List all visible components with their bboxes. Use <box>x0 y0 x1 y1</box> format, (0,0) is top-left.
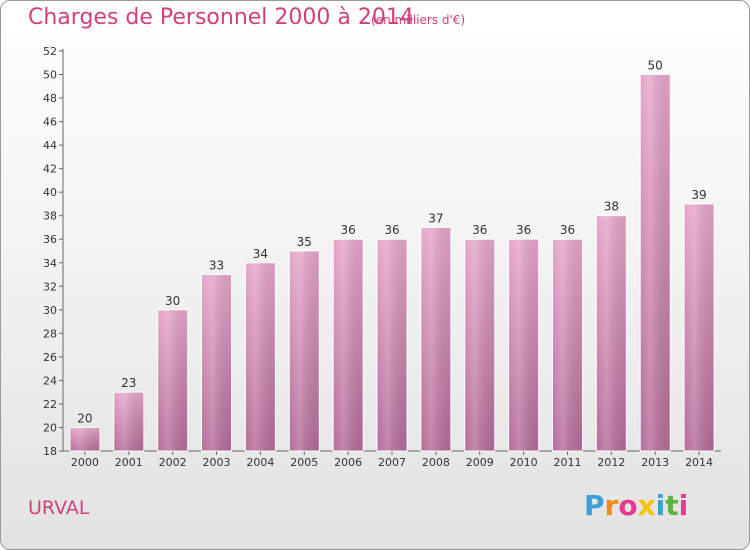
x-tick-label: 2004 <box>246 456 274 469</box>
bar-shine <box>245 262 276 451</box>
y-tick-label: 52 <box>43 45 57 58</box>
data-label: 34 <box>253 247 268 261</box>
bar-shine <box>640 74 671 451</box>
x-tick-label: 2006 <box>334 456 362 469</box>
y-tick-label: 28 <box>43 327 57 340</box>
bar-shine <box>113 392 144 451</box>
logo-letter: P <box>584 489 605 522</box>
data-label: 30 <box>165 294 180 308</box>
y-tick-label: 48 <box>43 92 57 105</box>
data-label: 23 <box>121 376 136 390</box>
chart-subtitle: (en milliers d'€) <box>371 13 466 27</box>
y-tick-label: 34 <box>43 257 57 270</box>
y-tick-label: 22 <box>43 398 57 411</box>
bar-shine <box>333 239 364 451</box>
proxiti-logo: Proxiti <box>584 489 688 522</box>
y-tick-label: 32 <box>43 280 57 293</box>
x-tick-label: 2008 <box>422 456 450 469</box>
x-tick-label: 2013 <box>641 456 669 469</box>
y-tick-label: 42 <box>43 163 57 176</box>
logo-letter: i <box>678 489 689 522</box>
data-label: 37 <box>428 211 443 225</box>
bar-shine <box>157 309 188 451</box>
y-tick-label: 30 <box>43 304 57 317</box>
bar-shine <box>552 239 583 451</box>
y-tick-label: 40 <box>43 186 57 199</box>
y-tick-label: 26 <box>43 351 57 364</box>
y-tick-label: 36 <box>43 233 57 246</box>
y-tick-label: 38 <box>43 210 57 223</box>
y-tick-label: 20 <box>43 421 57 434</box>
data-label: 33 <box>209 259 224 273</box>
x-tick-label: 2005 <box>290 456 318 469</box>
logo-letter: r <box>604 489 619 522</box>
data-label: 35 <box>297 235 312 249</box>
x-tick-label: 2011 <box>553 456 581 469</box>
data-label: 38 <box>604 200 619 214</box>
commune-name: URVAL <box>28 497 90 519</box>
logo-letter: i <box>655 489 666 522</box>
y-tick-label: 44 <box>43 139 57 152</box>
y-tick-label: 46 <box>43 116 57 129</box>
data-label: 36 <box>560 223 575 237</box>
y-tick-label: 50 <box>43 69 57 82</box>
x-tick-label: 2000 <box>71 456 99 469</box>
logo-letter: t <box>665 489 679 522</box>
bar-shine <box>69 427 100 451</box>
y-tick-label: 24 <box>43 374 57 387</box>
y-tick-label: 18 <box>43 445 57 458</box>
x-tick-label: 2012 <box>597 456 625 469</box>
data-label: 36 <box>340 223 355 237</box>
x-tick-label: 2010 <box>510 456 538 469</box>
bar-shine <box>508 239 539 451</box>
x-tick-label: 2009 <box>466 456 494 469</box>
x-tick-label: 2014 <box>685 456 713 469</box>
bar-shine <box>596 215 627 451</box>
data-label: 39 <box>691 188 706 202</box>
x-tick-label: 2002 <box>159 456 187 469</box>
data-label: 20 <box>77 411 92 425</box>
data-label: 36 <box>516 223 531 237</box>
bar-shine <box>420 227 451 451</box>
data-label: 50 <box>648 59 663 73</box>
data-label: 36 <box>384 223 399 237</box>
logo-letter: o <box>618 489 638 522</box>
chart-title: Charges de Personnel 2000 à 2014 <box>28 5 414 30</box>
data-label: 36 <box>472 223 487 237</box>
bar-shine <box>201 274 232 451</box>
bar-shine <box>464 239 495 451</box>
x-tick-label: 2007 <box>378 456 406 469</box>
x-tick-label: 2001 <box>115 456 143 469</box>
bar-shine <box>377 239 407 451</box>
x-tick-label: 2003 <box>203 456 231 469</box>
bar-shine <box>684 203 715 451</box>
bar-shine <box>289 251 320 451</box>
logo-letter: x <box>637 489 656 522</box>
